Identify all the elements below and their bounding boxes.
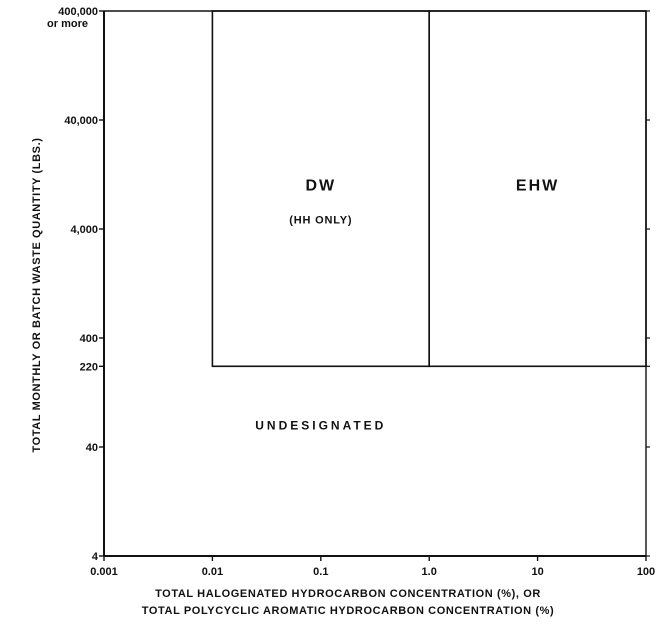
x-tick-label: 0.1 bbox=[313, 566, 328, 578]
y-tick-label: 220 bbox=[80, 361, 98, 373]
y-tick-label: 4,000 bbox=[70, 224, 98, 236]
y-axis-label: TOTAL MONTHLY OR BATCH WASTE QUANTITY (L… bbox=[31, 137, 43, 452]
x-tick-label: 100 bbox=[637, 566, 655, 578]
region-sublabel-dw: (HH ONLY) bbox=[289, 214, 352, 226]
y-tick-label: 400,000 bbox=[58, 6, 98, 18]
x-axis-ticks: 0.001 0.01 0.1 1.0 10 100 bbox=[90, 556, 655, 578]
y-tick-label: 4 bbox=[92, 551, 99, 563]
y-tick-label: 40 bbox=[86, 442, 98, 454]
plot-frame bbox=[103, 10, 647, 557]
region-label-dw: DW bbox=[305, 178, 336, 195]
x-tick-label: 10 bbox=[531, 566, 543, 578]
region-labels: DW (HH ONLY) EHW UNDESIGNATED bbox=[255, 178, 559, 433]
x-tick-label: 1.0 bbox=[422, 566, 437, 578]
x-axis-label-line-1: TOTAL HALOGENATED HYDROCARBON CONCENTRAT… bbox=[155, 588, 541, 600]
region-label-undesignated: UNDESIGNATED bbox=[255, 418, 386, 432]
region-ehw-box bbox=[428, 10, 647, 368]
y-tick-label: 400 bbox=[80, 333, 98, 345]
region-boundaries bbox=[211, 10, 647, 368]
x-tick-label: 0.01 bbox=[202, 566, 223, 578]
y-tick-label: 40,000 bbox=[64, 115, 98, 127]
y-tick-sublabel: or more bbox=[47, 18, 88, 30]
x-tick-label: 0.001 bbox=[90, 566, 118, 578]
x-axis-label-line-2: TOTAL POLYCYCLIC AROMATIC HYDROCARBON CO… bbox=[142, 605, 555, 617]
region-label-ehw: EHW bbox=[516, 178, 559, 195]
